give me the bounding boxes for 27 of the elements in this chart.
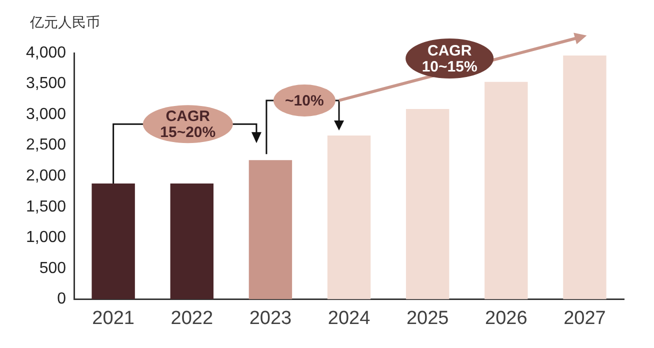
y-tick-label: 3,500 <box>26 75 66 92</box>
y-tick-label: 2,000 <box>26 168 66 185</box>
y-tick-label: 1,000 <box>26 229 66 246</box>
bar <box>248 160 292 300</box>
bar <box>92 183 135 300</box>
y-tick-label: 4,000 <box>26 44 66 62</box>
x-tick-label: 2025 <box>406 308 449 329</box>
y-tick-label: 500 <box>39 260 66 277</box>
annotation: CAGR 15~20% <box>160 108 216 142</box>
y-axis-title: 亿元人民币 <box>30 14 100 32</box>
x-tick-label: 2024 <box>328 308 371 329</box>
x-tick-label: 2022 <box>170 308 214 329</box>
bar <box>484 82 528 300</box>
annotation: ~10% <box>285 92 324 110</box>
y-tick-label: 1,500 <box>26 198 66 216</box>
bar <box>327 135 371 300</box>
annotation: CAGR 10~15% <box>422 42 478 76</box>
x-tick-label: 2027 <box>564 308 606 329</box>
y-tick-label: 2,500 <box>26 136 66 154</box>
y-tick-label: 0 <box>57 290 66 308</box>
y-tick-label: 3,000 <box>26 106 66 123</box>
x-tick-label: 2021 <box>92 308 134 329</box>
bar <box>406 109 450 300</box>
bar <box>170 183 214 300</box>
x-tick-label: 2026 <box>485 308 528 329</box>
bar <box>563 55 606 300</box>
x-tick-label: 2023 <box>249 308 292 329</box>
